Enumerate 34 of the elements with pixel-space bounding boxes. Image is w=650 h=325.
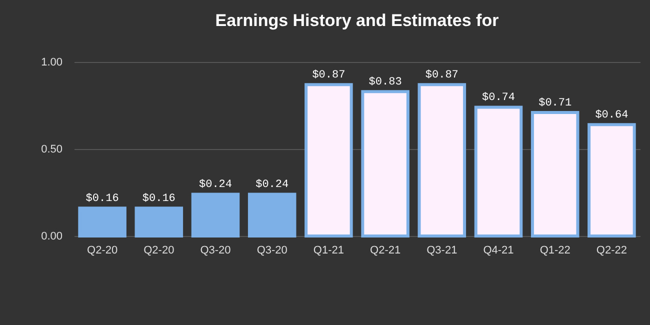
data-label: $0.74 bbox=[482, 92, 516, 104]
data-label: $0.83 bbox=[368, 76, 402, 89]
bar bbox=[361, 90, 410, 238]
x-tick-label: Q2-22 bbox=[596, 244, 627, 256]
data-label: $0.64 bbox=[595, 110, 629, 122]
bar bbox=[134, 206, 184, 238]
data-label: $0.16 bbox=[142, 193, 176, 206]
x-tick-label: Q2-21 bbox=[370, 244, 401, 256]
bar bbox=[78, 206, 126, 238]
chart-title: Earnings History and Estimates for bbox=[215, 11, 500, 30]
y-tick-label: 0.50 bbox=[41, 144, 62, 156]
x-tick-label: Q4-21 bbox=[483, 244, 514, 256]
data-label: $0.87 bbox=[312, 70, 346, 82]
data-label: $0.87 bbox=[425, 70, 458, 82]
y-tick-label: 0.00 bbox=[41, 230, 62, 242]
bar bbox=[191, 192, 240, 238]
bar bbox=[418, 83, 466, 238]
y-tick-label: 1.00 bbox=[41, 56, 62, 68]
bar bbox=[474, 106, 523, 238]
bar bbox=[304, 83, 353, 238]
x-tick-label: Q2-20 bbox=[144, 244, 174, 256]
x-tick-label: Q1-22 bbox=[540, 244, 570, 256]
x-tick-label: Q1-21 bbox=[313, 244, 344, 256]
data-label: $0.24 bbox=[198, 179, 232, 192]
x-tick-label: Q3-20 bbox=[200, 244, 231, 256]
bar bbox=[248, 192, 296, 238]
x-tick-label: Q2-20 bbox=[87, 244, 118, 256]
x-tick-label: Q3-20 bbox=[256, 244, 288, 256]
bar bbox=[588, 123, 636, 238]
data-label: $0.71 bbox=[538, 97, 572, 110]
data-label: $0.24 bbox=[256, 179, 289, 192]
x-tick-label: Q3-21 bbox=[426, 244, 458, 256]
bar bbox=[530, 110, 580, 238]
data-label: $0.16 bbox=[86, 193, 119, 206]
